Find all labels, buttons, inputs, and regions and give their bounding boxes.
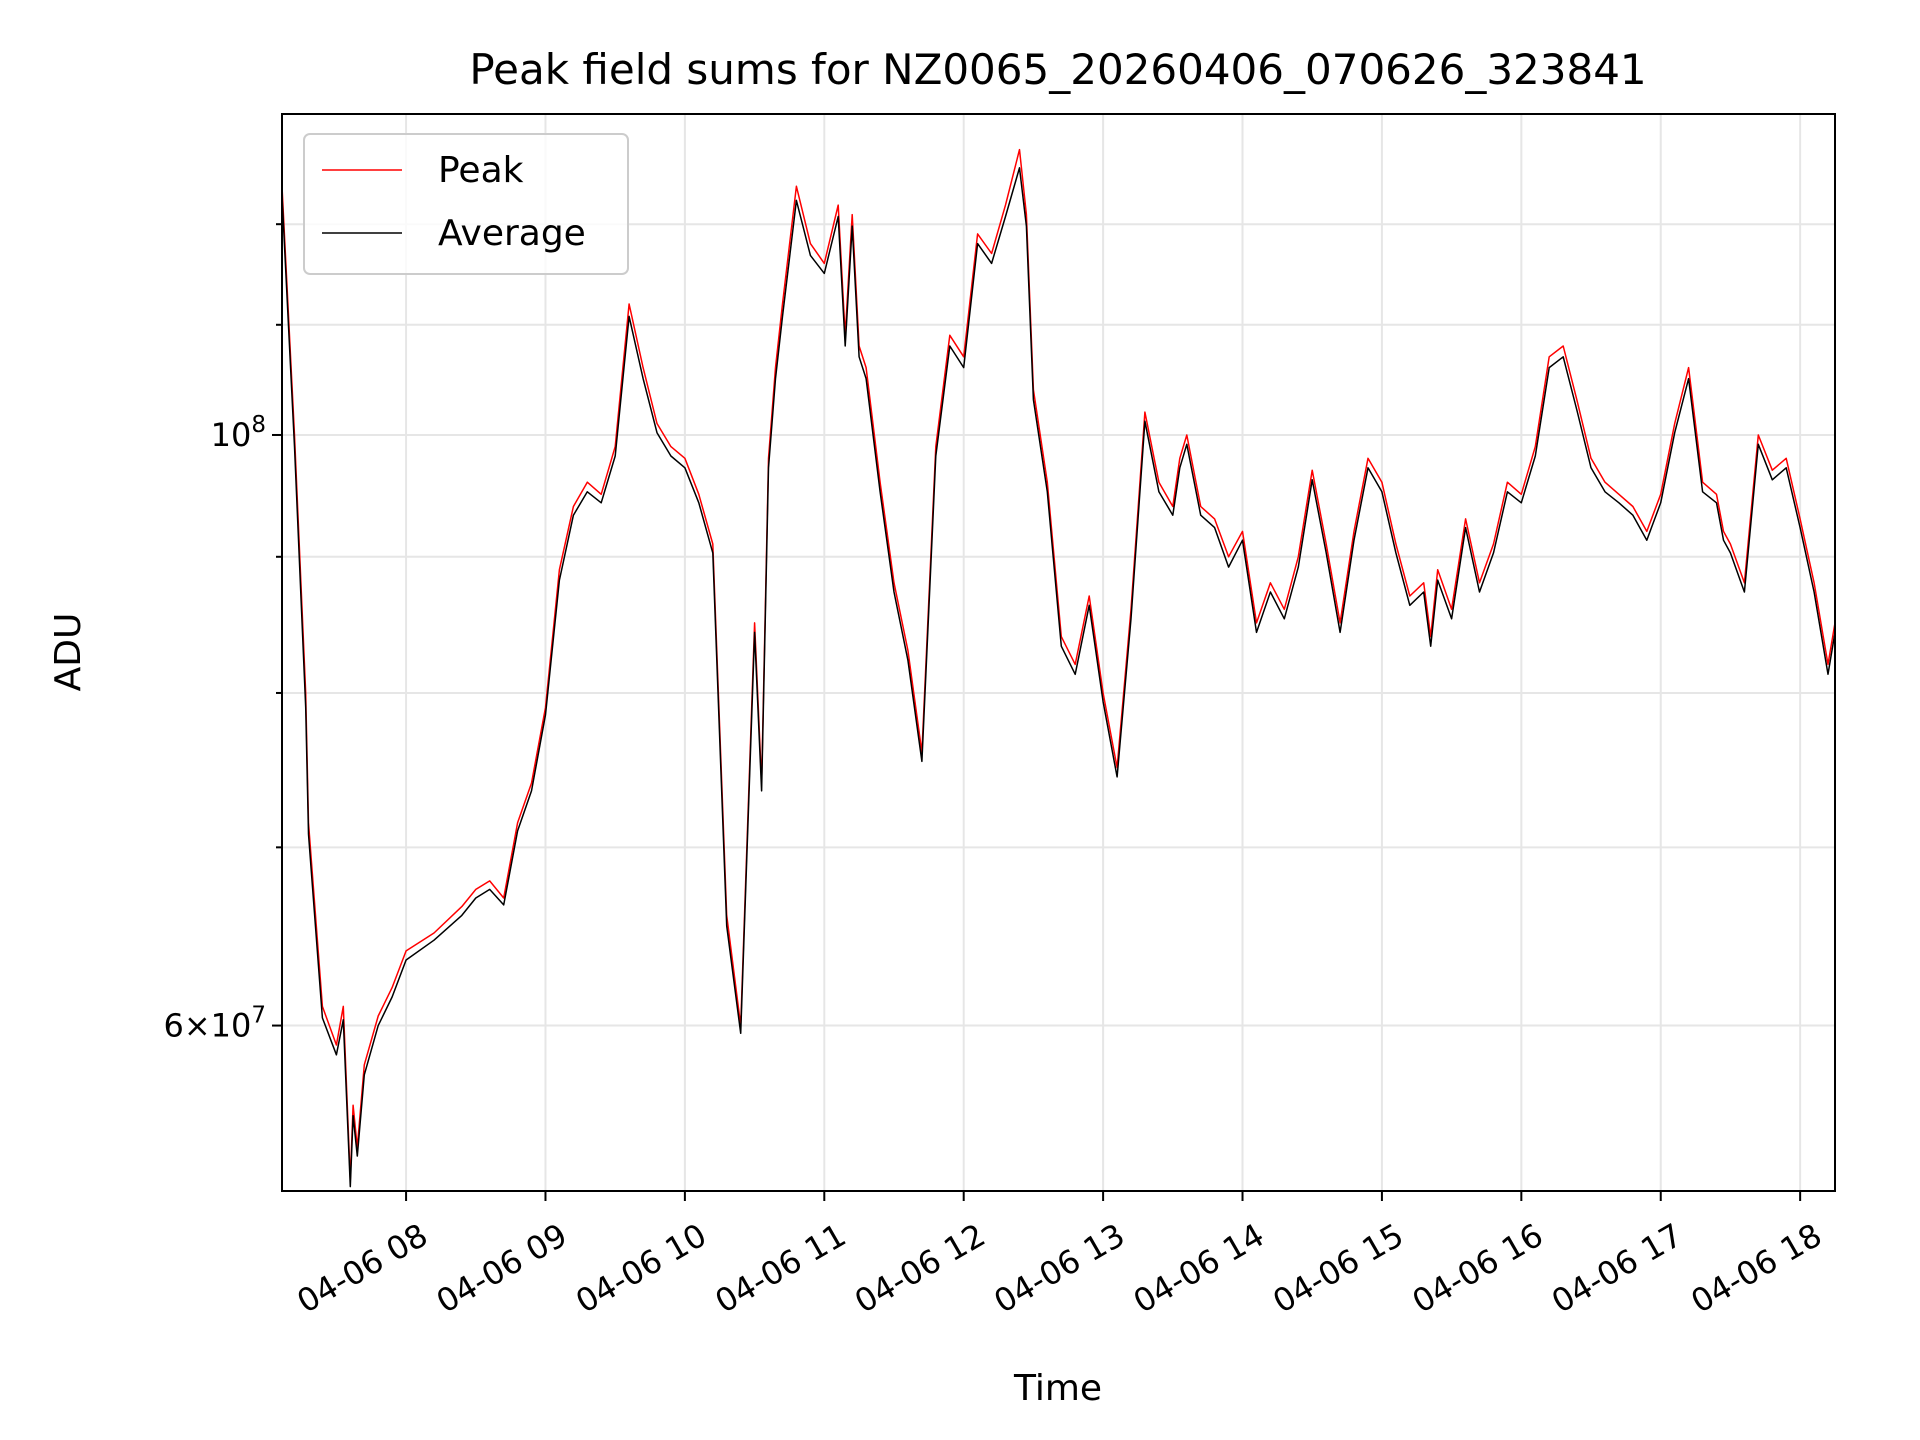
legend-label-peak: Peak: [438, 150, 524, 191]
plot-lines: [281, 148, 1836, 1188]
y-tick-label: 108: [211, 412, 266, 454]
y-axis-ticks: 6×107 108: [163, 223, 282, 1045]
legend: Peak Average: [303, 133, 629, 275]
series-line-average: [281, 167, 1836, 1188]
plot-frame: [281, 113, 1836, 1192]
y-tick-label: 6×107: [163, 1003, 266, 1045]
legend-label-average: Average: [438, 213, 586, 254]
x-axis-label: Time: [1013, 1368, 1102, 1409]
legend-box: [303, 133, 629, 275]
y-axis-label: ADU: [48, 613, 89, 692]
chart-title: Peak field sums for NZ0065_20260406_0706…: [469, 45, 1646, 94]
